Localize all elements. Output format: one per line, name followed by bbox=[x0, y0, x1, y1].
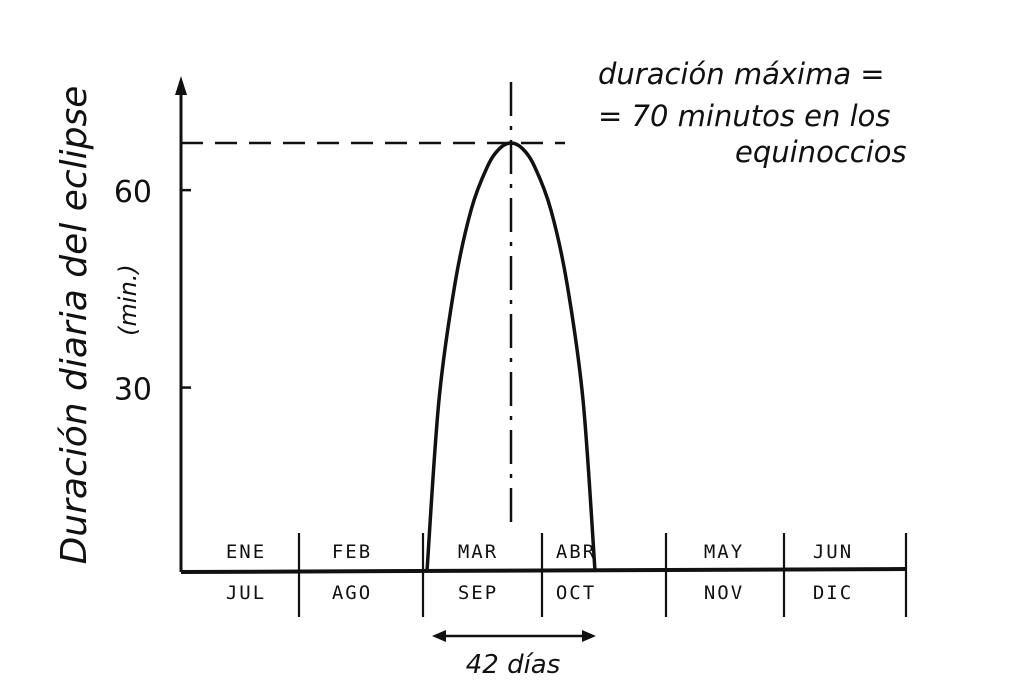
annotation-line: = 70 minutos en los bbox=[598, 99, 891, 133]
span-arrow-right-head bbox=[582, 630, 596, 642]
span-42-days: 42 días bbox=[432, 630, 596, 680]
axes bbox=[175, 76, 907, 574]
month-label-top: ENE bbox=[226, 541, 266, 563]
month-label-top: ABR bbox=[556, 541, 596, 563]
month-label-top: FEB bbox=[332, 541, 372, 563]
month-label-bottom: AGO bbox=[332, 582, 372, 604]
month-label-bottom: OCT bbox=[556, 582, 596, 604]
x-axis bbox=[180, 567, 907, 574]
month-labels-top: ENE FEB MAR ABR MAY JUN bbox=[226, 541, 853, 563]
y-axis-unit: (min.) bbox=[114, 264, 142, 336]
annotation-line: equinoccios bbox=[735, 135, 907, 169]
y-tick-label: 30 bbox=[114, 373, 152, 408]
span-arrow-left-head bbox=[432, 630, 446, 642]
month-label-bottom: DIC bbox=[813, 582, 853, 604]
y-axis-title: Duración diaria del eclipse bbox=[54, 86, 95, 565]
y-axis-arrowhead bbox=[175, 76, 187, 95]
y-ticks: 30 60 bbox=[114, 175, 191, 408]
annotation-line: duración máxima = bbox=[598, 57, 885, 91]
month-labels-bottom: JUL AGO SEP OCT NOV DIC bbox=[226, 582, 853, 604]
max-duration-annotation: duración máxima = = 70 minutos en losequi… bbox=[598, 57, 907, 169]
y-tick-label: 60 bbox=[114, 175, 152, 210]
month-label-bottom: SEP bbox=[458, 582, 498, 604]
month-label-bottom: NOV bbox=[704, 582, 744, 604]
month-label-top: MAR bbox=[458, 541, 498, 563]
month-label-bottom: JUL bbox=[226, 582, 266, 604]
month-label-top: MAY bbox=[704, 541, 744, 563]
month-separators bbox=[297, 533, 908, 617]
span-label: 42 días bbox=[466, 650, 561, 680]
eclipse-duration-curve bbox=[425, 141, 597, 572]
month-label-top: JUN bbox=[813, 541, 853, 563]
